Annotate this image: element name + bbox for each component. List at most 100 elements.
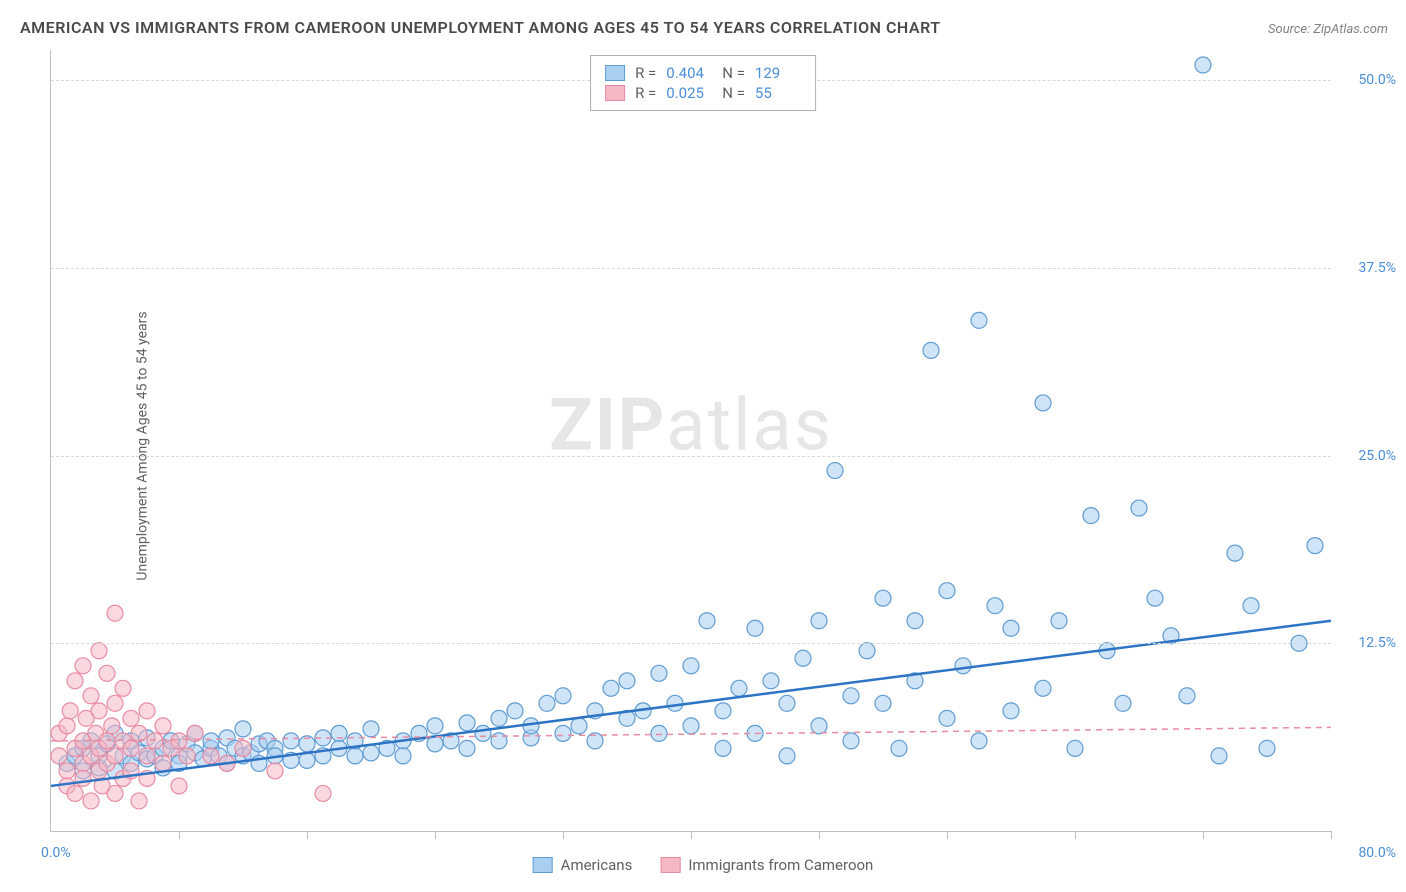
gridline — [51, 456, 1331, 457]
data-point — [395, 748, 411, 764]
data-point — [83, 688, 99, 704]
data-point — [62, 703, 78, 719]
data-point — [155, 755, 171, 771]
data-point — [875, 695, 891, 711]
data-point — [203, 733, 219, 749]
data-point — [1307, 538, 1323, 554]
legend-swatch — [605, 65, 625, 81]
data-point — [331, 725, 347, 741]
data-point — [811, 718, 827, 734]
data-point — [131, 725, 147, 741]
y-tick-label: 50.0% — [1358, 72, 1396, 88]
data-point — [203, 748, 219, 764]
data-point — [347, 748, 363, 764]
stats-n-label: N = — [722, 84, 745, 102]
trend-line — [51, 621, 1331, 786]
data-point — [107, 785, 123, 801]
x-tick — [1203, 831, 1204, 839]
legend-item: Americans — [533, 856, 633, 874]
stats-r-label: R = — [635, 84, 656, 102]
x-tick — [691, 831, 692, 839]
data-point — [107, 695, 123, 711]
data-point — [763, 673, 779, 689]
stats-row: R = 0.025 N = 55 — [605, 84, 801, 102]
scatter-svg — [51, 50, 1331, 831]
x-tick — [435, 831, 436, 839]
data-point — [459, 740, 475, 756]
plot-area: ZIPatlas 0.0% 80.0% 12.5%25.0%37.5%50.0% — [50, 50, 1331, 832]
data-point — [75, 770, 91, 786]
stats-row: R =0.404N =129 — [605, 64, 801, 82]
data-point — [75, 658, 91, 674]
data-point — [699, 613, 715, 629]
data-point — [571, 718, 587, 734]
data-point — [795, 650, 811, 666]
data-point — [683, 658, 699, 674]
data-point — [1243, 598, 1259, 614]
data-point — [907, 613, 923, 629]
data-point — [715, 740, 731, 756]
data-point — [171, 778, 187, 794]
y-tick-label: 12.5% — [1358, 635, 1396, 651]
data-point — [1051, 613, 1067, 629]
data-point — [139, 748, 155, 764]
data-point — [179, 748, 195, 764]
data-point — [107, 748, 123, 764]
data-point — [83, 793, 99, 809]
stats-n-value: 55 — [755, 84, 801, 102]
y-tick-label: 25.0% — [1358, 448, 1396, 464]
legend-label: Immigrants from Cameroon — [688, 856, 873, 874]
data-point — [843, 688, 859, 704]
stats-r-value: 0.025 — [666, 84, 712, 102]
y-tick-label: 37.5% — [1358, 260, 1396, 276]
legend-swatch — [660, 857, 680, 873]
data-point — [747, 620, 763, 636]
data-point — [667, 695, 683, 711]
data-point — [51, 748, 67, 764]
data-point — [827, 463, 843, 479]
data-point — [715, 703, 731, 719]
data-point — [891, 740, 907, 756]
data-point — [155, 718, 171, 734]
data-point — [107, 605, 123, 621]
data-point — [1195, 57, 1211, 73]
data-point — [875, 590, 891, 606]
data-point — [683, 718, 699, 734]
data-point — [59, 718, 75, 734]
x-axis-max-label: 80.0% — [1358, 845, 1396, 861]
x-tick — [1075, 831, 1076, 839]
data-point — [363, 745, 379, 761]
data-point — [123, 740, 139, 756]
chart-title: AMERICAN VS IMMIGRANTS FROM CAMEROON UNE… — [20, 18, 941, 37]
gridline — [51, 268, 1331, 269]
data-point — [99, 665, 115, 681]
data-point — [1211, 748, 1227, 764]
data-point — [1083, 508, 1099, 524]
x-tick — [307, 831, 308, 839]
data-point — [811, 613, 827, 629]
data-point — [491, 710, 507, 726]
data-point — [955, 658, 971, 674]
data-point — [123, 710, 139, 726]
data-point — [1035, 680, 1051, 696]
data-point — [987, 598, 1003, 614]
data-point — [651, 665, 667, 681]
x-tick — [563, 831, 564, 839]
data-point — [235, 721, 251, 737]
data-point — [1131, 500, 1147, 516]
data-point — [475, 725, 491, 741]
x-axis-origin-label: 0.0% — [41, 845, 71, 861]
data-point — [67, 785, 83, 801]
data-point — [555, 688, 571, 704]
data-point — [859, 643, 875, 659]
data-point — [427, 718, 443, 734]
data-point — [1003, 620, 1019, 636]
data-point — [971, 733, 987, 749]
data-point — [779, 748, 795, 764]
data-point — [779, 695, 795, 711]
data-point — [539, 695, 555, 711]
data-point — [104, 718, 120, 734]
data-point — [139, 703, 155, 719]
data-point — [59, 763, 75, 779]
data-point — [91, 643, 107, 659]
